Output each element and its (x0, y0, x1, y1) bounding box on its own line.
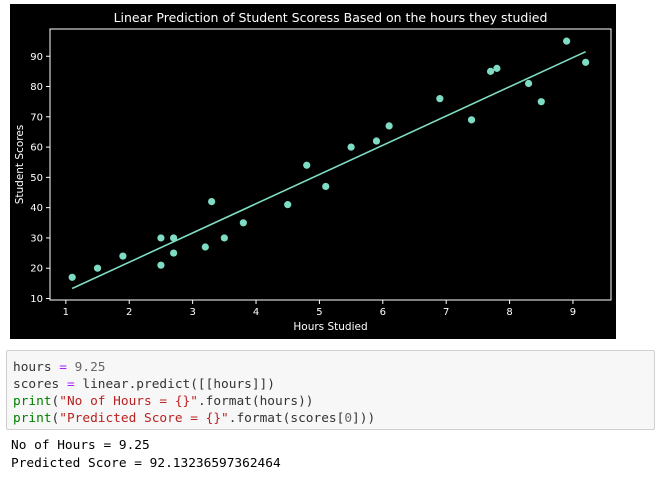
chart-figure: Linear Prediction of Student Scoress Bas… (10, 4, 616, 339)
data-point (537, 98, 545, 106)
code-token: "No of Hours = {}" (59, 394, 198, 409)
scatter-plot: Linear Prediction of Student Scoress Bas… (14, 10, 612, 333)
code-token: ])) (352, 411, 376, 426)
data-point (372, 137, 381, 145)
regression-line (71, 50, 586, 290)
code-token: print (13, 394, 52, 409)
data-point (68, 273, 76, 281)
y-tick-label: 50 (30, 173, 43, 184)
y-tick-label: 40 (30, 203, 43, 214)
code-line: hours = 9.25 (13, 359, 654, 376)
data-point (493, 64, 501, 72)
data-point (170, 249, 178, 257)
code-token: print (13, 411, 52, 426)
chart-title: Linear Prediction of Student Scoress Bas… (114, 10, 548, 25)
y-axis-label: Student Scores (14, 125, 26, 205)
data-point (436, 95, 444, 103)
code-token: = (66, 377, 75, 392)
y-tick-label: 20 (30, 264, 43, 275)
code-token: ( (51, 394, 60, 409)
y-tick-label: 90 (30, 52, 43, 63)
x-tick-label: 7 (443, 307, 449, 318)
code-token: 9.25 (74, 360, 106, 375)
x-tick-label: 8 (506, 307, 512, 318)
data-point (284, 201, 292, 209)
x-tick-label: 2 (126, 307, 132, 318)
data-point (157, 234, 165, 242)
data-point (157, 261, 165, 269)
data-point (486, 67, 495, 75)
x-tick-label: 1 (63, 307, 69, 318)
code-token (67, 360, 75, 375)
data-point (170, 234, 178, 242)
data-point (467, 116, 476, 124)
x-tick-label: 4 (253, 307, 259, 318)
code-token: scores (13, 377, 67, 392)
x-tick-label: 5 (316, 307, 322, 318)
code-token: 0 (344, 411, 353, 426)
data-point (524, 79, 533, 88)
code-line: print("Predicted Score = {}".format(scor… (13, 410, 654, 427)
data-point (208, 197, 216, 206)
code-line: scores = linear.predict([[hours]]) (13, 376, 654, 393)
data-point (563, 37, 571, 45)
cell-output: No of Hours = 9.25 Predicted Score = 92.1… (11, 437, 281, 473)
code-token: = (59, 360, 67, 375)
data-point (347, 143, 355, 151)
y-tick-label: 60 (30, 143, 43, 154)
x-axis-label: Hours Studied (293, 321, 367, 333)
output-line: Predicted Score = 92.13236597362464 (11, 456, 281, 471)
code-line: print("No of Hours = {}".format(hours)) (13, 393, 654, 410)
y-tick-label: 70 (30, 112, 43, 123)
y-tick-label: 10 (30, 294, 43, 305)
code-token: .format(scores[ (228, 411, 345, 426)
code-token: "Predicted Score = {}" (59, 411, 229, 426)
y-tick-label: 30 (30, 233, 43, 244)
data-point (303, 161, 311, 169)
code-cell[interactable]: hours = 9.25 scores = linear.predict([[ho… (6, 350, 655, 430)
output-line: No of Hours = 9.25 (11, 438, 150, 453)
data-point (385, 122, 393, 130)
code-token: ( (51, 411, 60, 426)
x-tick-label: 6 (380, 307, 386, 318)
x-tick-label: 3 (189, 307, 195, 318)
data-point (119, 252, 127, 260)
data-point (322, 182, 330, 191)
code-token: hours (13, 360, 60, 375)
data-point (201, 243, 209, 251)
x-tick-label: 9 (570, 307, 576, 318)
code-token: linear.predict([[hours]]) (74, 377, 275, 392)
code-token: .format(hours)) (197, 394, 314, 409)
data-point (220, 234, 228, 242)
y-tick-label: 80 (30, 82, 43, 93)
plot-frame (49, 28, 612, 301)
data-point (582, 58, 590, 66)
data-point (93, 264, 102, 272)
data-point (239, 219, 247, 227)
